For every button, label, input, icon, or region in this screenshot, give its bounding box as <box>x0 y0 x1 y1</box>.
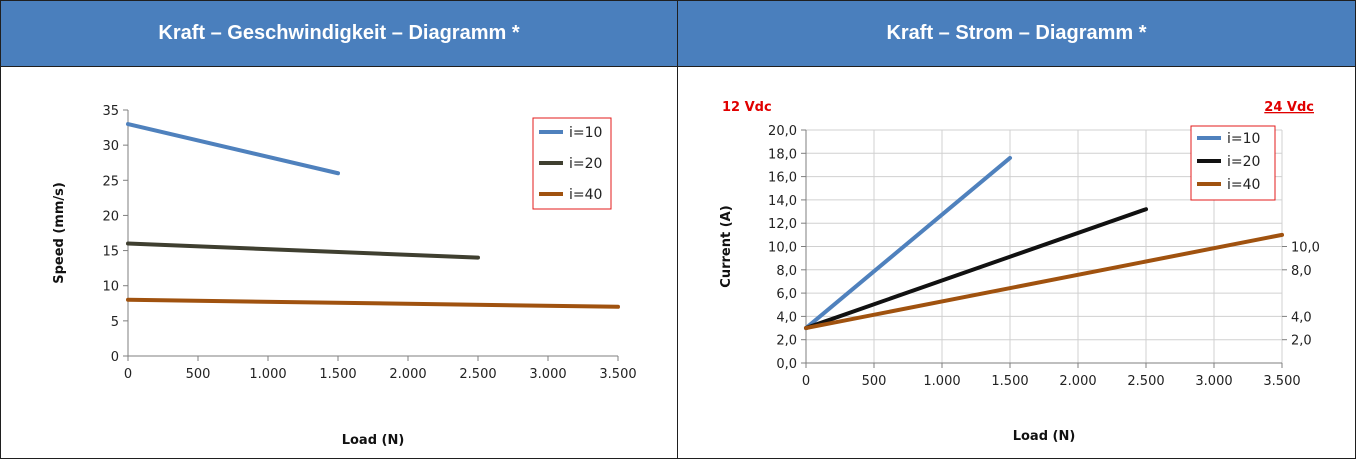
y-tick-label: 4,0 <box>776 310 797 325</box>
y-tick-label: 6,0 <box>776 287 797 302</box>
y-tick-label: 8,0 <box>776 264 797 279</box>
y-tick-label: 10 <box>102 280 119 295</box>
legend-label: i=40 <box>569 187 602 203</box>
legend-label: i=20 <box>569 156 602 172</box>
y2-tick-label: 4,0 <box>1291 310 1312 325</box>
x-tick-label: 1.000 <box>249 367 286 382</box>
legend-label: i=10 <box>569 125 602 141</box>
y-tick-label: 0 <box>111 350 119 365</box>
x-tick-label: 3.500 <box>599 367 636 382</box>
speed-chart: 0 5 10 15 20 25 30 35 0 500 1.000 1.500 2.000 2.500 3.… <box>52 104 637 448</box>
x-tick-label: 0 <box>124 367 132 382</box>
left-axis-voltage-label: 12 Vdc <box>722 100 772 115</box>
speed-panel: Kraft – Geschwindigkeit – Diagramm * 0 5 1… <box>1 1 678 458</box>
legend-label: i=20 <box>1227 154 1260 170</box>
y-tick-label: 12,0 <box>768 217 797 232</box>
x-tick-label: 500 <box>862 374 887 389</box>
x-tick-label: 3.000 <box>529 367 566 382</box>
x-tick-label: 3.000 <box>1195 374 1232 389</box>
x-tick-label: 1.500 <box>319 367 356 382</box>
y-axis-title: Speed (mm/s) <box>52 182 67 284</box>
right-axis-voltage-label: 24 Vdc <box>1264 100 1314 115</box>
x-tick-label: 3.500 <box>1263 374 1300 389</box>
x-tick-label: 0 <box>802 374 810 389</box>
y-tick-label: 25 <box>102 174 119 189</box>
series-line-i-20 <box>804 207 1148 331</box>
y-tick-label: 30 <box>102 139 119 154</box>
y-tick-label: 35 <box>102 104 119 119</box>
series-line-i-10 <box>126 122 340 176</box>
x-tick-label: 1.500 <box>991 374 1028 389</box>
speed-panel-title: Kraft – Geschwindigkeit – Diagramm * <box>1 1 677 67</box>
y-tick-label: 15 <box>102 245 119 260</box>
y-tick-label: 14,0 <box>768 194 797 209</box>
x-axis-title: Load (N) <box>342 433 405 448</box>
y-tick-label: 5 <box>111 315 119 330</box>
current-panel: Kraft – Strom – Diagramm * 0,0 2,0 4,0 6,0 8… <box>678 1 1355 458</box>
y-tick-label: 2,0 <box>776 334 797 349</box>
x-tick-label: 2.500 <box>459 367 496 382</box>
y2-tick-label: 2,0 <box>1291 334 1312 349</box>
series-line-i-40 <box>804 232 1284 331</box>
series-line-i-10 <box>804 155 1012 331</box>
current-panel-title: Kraft – Strom – Diagramm * <box>678 1 1355 67</box>
current-chart: 0,0 2,0 4,0 6,0 8,0 10,0 12,0 14,0 16,0 18,0 20,0 0… <box>719 100 1320 444</box>
x-axis-title: Load (N) <box>1013 429 1076 444</box>
x-tick-label: 2.000 <box>389 367 426 382</box>
series-line-i-20 <box>126 241 480 260</box>
y-tick-label: 20,0 <box>768 124 797 139</box>
y-tick-label: 10,0 <box>768 241 797 256</box>
y2-tick-label: 10,0 <box>1291 241 1320 256</box>
x-tick-label: 2.000 <box>1059 374 1096 389</box>
y-tick-label: 18,0 <box>768 147 797 162</box>
x-tick-label: 500 <box>186 367 211 382</box>
y2-tick-label: 8,0 <box>1291 264 1312 279</box>
x-tick-label: 1.000 <box>923 374 960 389</box>
y-tick-label: 20 <box>102 209 119 224</box>
legend-label: i=10 <box>1227 131 1260 147</box>
y-tick-label: 0,0 <box>776 357 797 372</box>
series-line-i-40 <box>126 297 620 309</box>
x-tick-label: 2.500 <box>1127 374 1164 389</box>
legend-label: i=40 <box>1227 177 1260 193</box>
y-axis-title: Current (A) <box>719 205 734 287</box>
y-tick-label: 16,0 <box>768 171 797 186</box>
